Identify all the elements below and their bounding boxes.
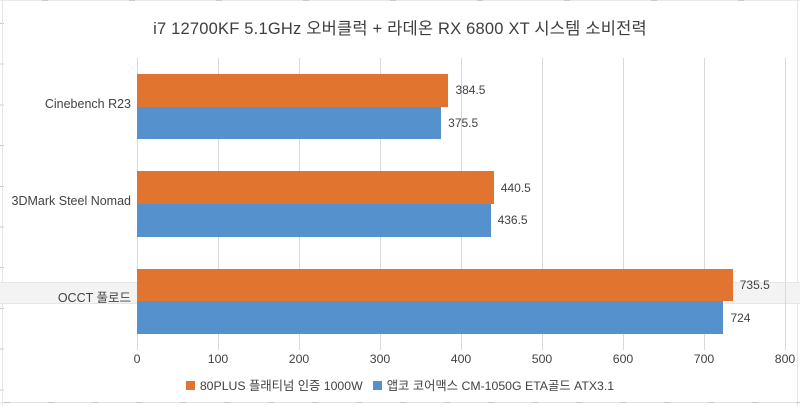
x-tick-label-700: 700 xyxy=(693,352,715,366)
spreadsheet-top-gridline xyxy=(0,0,800,1)
gridline-500 xyxy=(541,58,543,350)
value-label: 440.5 xyxy=(500,180,531,195)
legend: 80PLUS 플래티넘 인증 1000W 앱코 코어맥스 CM-1050G ETA… xyxy=(0,376,800,394)
gridline-700 xyxy=(703,58,705,350)
gridline-800 xyxy=(784,58,786,350)
legend-item-1: 80PLUS 플래티넘 인증 1000W xyxy=(185,376,363,394)
value-label: 436.5 xyxy=(497,213,528,228)
x-tick-label-0: 0 xyxy=(133,352,141,366)
x-tick-label-500: 500 xyxy=(531,352,553,366)
x-tick-label-300: 300 xyxy=(369,352,391,366)
chart-title: i7 12700KF 5.1GHz 오버클럭 + 라데온 RX 6800 XT … xyxy=(153,20,647,38)
spreadsheet-bottom-gridline xyxy=(0,402,800,403)
bar-series1-1 xyxy=(137,171,494,204)
value-label: 375.5 xyxy=(448,115,479,130)
bar-series1-2 xyxy=(137,268,733,302)
chart-left-border xyxy=(2,0,3,406)
value-label: 384.5 xyxy=(455,83,486,98)
legend-swatch-orange xyxy=(185,380,195,390)
x-tick-label-100: 100 xyxy=(207,352,229,366)
value-label: 724 xyxy=(730,310,751,325)
gridline-600 xyxy=(622,58,624,350)
x-tick-label-800: 800 xyxy=(774,352,796,366)
value-label: 735.5 xyxy=(739,278,770,293)
category-label: OCCT 풀로드 xyxy=(57,291,131,306)
bar-series2-2 xyxy=(137,301,724,334)
legend-label: 80PLUS 플래티넘 인증 1000W xyxy=(199,379,363,393)
x-tick-label-200: 200 xyxy=(288,352,310,366)
bar-series2-0 xyxy=(137,106,442,140)
category-label: 3DMark Steel Nomad xyxy=(11,194,132,208)
legend-swatch-blue xyxy=(372,380,382,390)
x-tick-label-600: 600 xyxy=(612,352,634,366)
bar-series1-0 xyxy=(137,74,449,107)
legend-item-2: 앱코 코어맥스 CM-1050G ETA골드 ATX3.1 xyxy=(372,376,615,394)
legend-label: 앱코 코어맥스 CM-1050G ETA골드 ATX3.1 xyxy=(386,379,615,393)
chart-right-border xyxy=(797,0,798,406)
bar-series2-1 xyxy=(137,204,491,237)
category-label: Cinebench R23 xyxy=(44,96,131,111)
x-tick-label-400: 400 xyxy=(450,352,472,366)
